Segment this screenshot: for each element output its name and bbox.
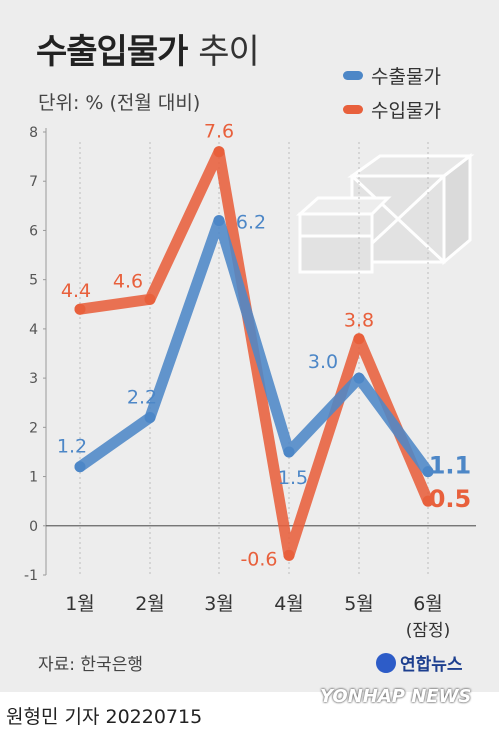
guide-lines-layer (79, 142, 429, 575)
data-label-import: 7.6 (204, 121, 234, 143)
x-tick-label: 1월 (65, 593, 95, 615)
legend-swatch-import (343, 104, 363, 114)
y-tick-label: 4 (29, 322, 38, 338)
data-label-import: -0.6 (240, 548, 277, 570)
line-chart: -1 0 1 2 3 4 5 6 7 8 1월 2월 3월 4월 5월 6월 (잠정) 1.2 2.2 6.2 1.5… (24, 121, 476, 641)
legend: 수출물가 수입물가 (343, 58, 441, 126)
data-label-import: 3.8 (344, 310, 374, 332)
yonhap-logo: 연합뉴스 (376, 650, 463, 675)
data-point-import (283, 549, 295, 561)
unit-label: 단위: % (전월 대비) (38, 92, 201, 114)
x-tick-label: 6월 (413, 593, 443, 615)
cargo-boxes-illustration (296, 152, 475, 274)
series-layer (74, 146, 434, 561)
source-note: 자료: 한국은행 (38, 655, 143, 675)
data-label-import: 4.6 (113, 270, 143, 292)
x-tick-label: 5월 (344, 593, 374, 615)
legend-label-export: 수출물가 (371, 65, 441, 88)
legend-label-import: 수입물가 (371, 99, 441, 122)
globe-icon (376, 652, 396, 673)
data-label-import: 4.4 (61, 280, 91, 302)
byline: 원형민 기자 20220715 (6, 706, 203, 728)
title-sub: 추이 (198, 32, 260, 72)
legend-swatch-export (343, 70, 363, 80)
data-point-import (74, 303, 86, 315)
y-tick-label: 5 (29, 273, 38, 289)
data-label-export: 3.0 (308, 351, 338, 373)
data-point-import (353, 333, 365, 345)
data-point-import (422, 495, 434, 507)
x-tick-label: 2월 (135, 593, 165, 615)
y-tick-label: 6 (29, 223, 38, 239)
data-point-export (353, 372, 365, 384)
y-tick-label: 3 (29, 371, 38, 387)
data-label-export: 6.2 (236, 212, 266, 234)
x-tick-label: 3월 (204, 593, 234, 615)
y-tick-label: 2 (29, 420, 38, 436)
series-line-export (74, 215, 434, 478)
data-point-import (213, 146, 225, 158)
data-label-export: 2.2 (127, 386, 157, 408)
data-label-export: 1.2 (57, 436, 87, 458)
y-tick-label: 8 (29, 125, 38, 141)
title-main: 수출입물가 (36, 32, 188, 72)
x-tick-label: 4월 (274, 593, 304, 615)
y-tick-label: 0 (29, 519, 38, 535)
data-point-export (422, 466, 434, 478)
y-tick-label: 1 (29, 470, 38, 486)
legend-item-export: 수출물가 (343, 58, 441, 92)
data-point-export (144, 411, 156, 423)
legend-item-import: 수입물가 (343, 92, 441, 126)
data-point-import (144, 293, 156, 305)
watermark: YONHAP NEWS (320, 686, 472, 707)
data-label-export: 1.1 (429, 452, 472, 480)
y-tick-label: 7 (29, 174, 38, 190)
data-point-export (283, 446, 295, 458)
axes-layer: -1 0 1 2 3 4 5 6 7 8 1월 2월 3월 4월 5월 6월 (잠정) (24, 125, 476, 641)
chart-title: 수출입물가 추이 (36, 24, 260, 73)
data-label-import: 0.5 (429, 485, 472, 513)
x-tick-note: (잠정) (406, 621, 451, 641)
logo-text: 연합뉴스 (400, 655, 463, 675)
data-label-export: 1.5 (278, 467, 308, 489)
y-tick-label: -1 (24, 568, 38, 584)
data-labels-layer: 1.2 2.2 6.2 1.5 3.0 1.1 4.4 4.6 7.6 -0.6 3.8 0.5 (57, 121, 471, 571)
data-point-export (74, 461, 86, 473)
data-point-export (213, 215, 225, 227)
